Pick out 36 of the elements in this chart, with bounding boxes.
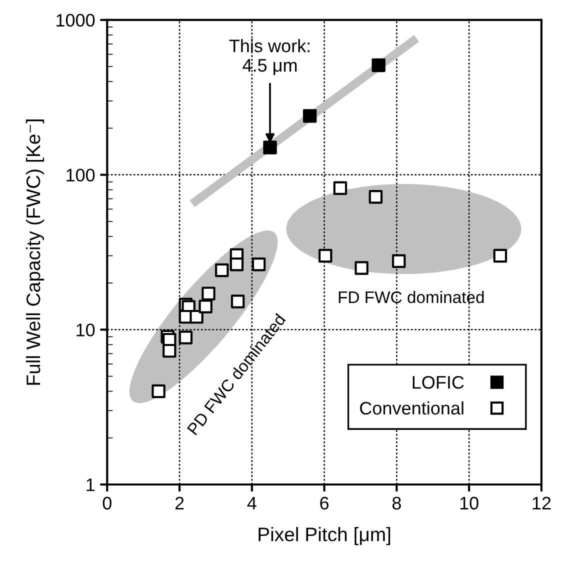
x-tick-label: 0 — [102, 496, 112, 510]
point — [302, 109, 317, 123]
y-tick-label: 10 — [76, 324, 95, 336]
y-tick-label: 1 — [86, 478, 94, 492]
point — [230, 258, 244, 272]
annotation: FD FWC dominated — [338, 290, 484, 304]
point — [333, 181, 348, 195]
x-axis-title: Pixel Pitch [μm] — [258, 527, 390, 546]
point — [493, 248, 508, 263]
annotation: This work: 4.5 μm — [229, 39, 310, 76]
point — [162, 344, 176, 358]
point — [354, 261, 368, 275]
point — [178, 330, 193, 344]
y-axis-title: Full Well Capacity (FWC) [Ke⁻] — [26, 120, 44, 385]
y-tick-label: 100 — [66, 168, 95, 182]
point — [252, 258, 266, 272]
point — [372, 58, 386, 72]
point — [215, 263, 229, 278]
legend-label: Conventional — [360, 401, 464, 415]
point — [263, 140, 277, 154]
point — [368, 190, 383, 204]
y-tick-label: 1000 — [56, 14, 95, 27]
legend-label: LOFIC — [412, 376, 464, 389]
point — [152, 384, 166, 398]
point — [318, 248, 332, 263]
x-tick-label: 4 — [247, 496, 256, 510]
x-tick-label: 2 — [175, 496, 184, 510]
point — [198, 300, 212, 314]
x-tick-label: 8 — [392, 496, 401, 510]
point — [392, 254, 406, 268]
x-tick-label: 12 — [532, 496, 551, 510]
x-tick-label: 6 — [320, 496, 329, 510]
x-tick-label: 10 — [460, 496, 478, 510]
point — [202, 286, 216, 300]
point — [230, 294, 245, 308]
point — [190, 310, 204, 324]
